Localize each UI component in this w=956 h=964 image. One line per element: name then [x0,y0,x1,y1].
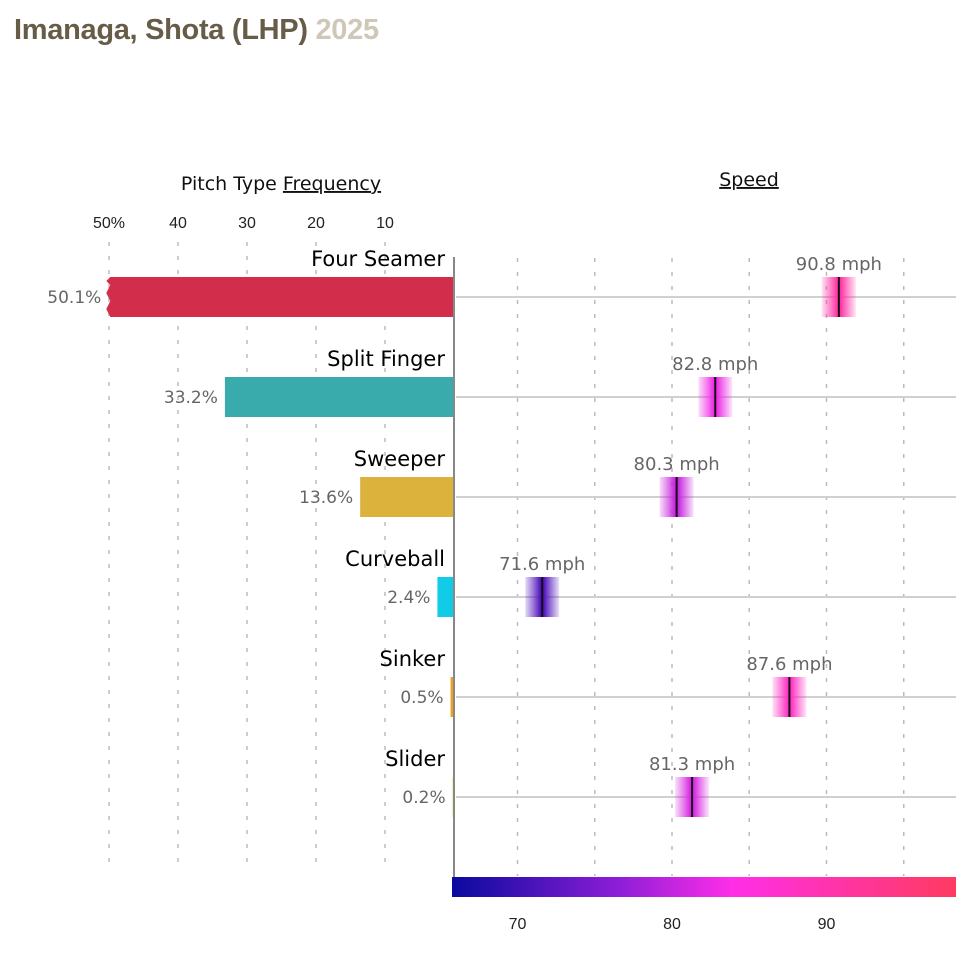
frequency-bar [450,677,454,717]
speed-header-link[interactable]: Speed [719,169,779,191]
pitch-type-label: Split Finger [327,347,445,371]
speed-tick-label: 70 [509,916,527,933]
frequency-tick-label: 50% [93,215,125,232]
speed-value-label: 81.3 mph [649,754,735,775]
speed-tick-label: 90 [818,916,836,933]
speed-value-label: 87.6 mph [746,654,832,675]
frequency-header: Pitch Type Frequency [181,173,381,195]
frequency-value-label: 50.1% [47,288,101,308]
pitch-type-label: Four Seamer [311,247,445,271]
frequency-bar [437,577,454,617]
frequency-bar [360,477,454,517]
pitch-row: Four Seamer 50.1% 90.8 mph [47,247,956,317]
frequency-value-label: 33.2% [164,388,218,408]
pitch-type-label: Sinker [380,647,446,671]
chart-title: Imanaga, Shota (LHP) 2025 [14,14,379,47]
speed-value-label: 80.3 mph [634,454,720,475]
speed-value-label: 90.8 mph [796,254,882,275]
frequency-value-label: 2.4% [387,588,430,608]
frequency-value-label: 13.6% [299,488,353,508]
frequency-value-label: 0.2% [402,788,445,808]
pitch-type-label: Curveball [345,547,445,571]
pitch-row: Split Finger 33.2% 82.8 mph [164,347,956,417]
frequency-bar [106,277,454,317]
speed-value-label: 71.6 mph [499,554,585,575]
frequency-tick-label: 20 [307,215,325,232]
pitch-row: Sinker 0.5% 87.6 mph [380,647,956,717]
frequency-bar [224,377,454,417]
frequency-tick-label: 40 [169,215,187,232]
pitch-type-label: Sweeper [354,447,446,471]
pitch-type-label: Slider [385,747,445,771]
speed-colorbar [452,877,956,897]
season-year: 2025 [315,14,379,46]
frequency-value-label: 0.5% [400,688,443,708]
frequency-tick-label: 10 [376,215,394,232]
frequency-link[interactable]: Frequency [283,173,381,195]
pitch-row: Slider 0.2% 81.3 mph [385,747,956,817]
pitch-row: Curveball 2.4% 71.6 mph [345,547,956,617]
speed-value-label: 82.8 mph [672,354,758,375]
speed-tick-label: 80 [663,916,681,933]
frequency-tick-label: 30 [238,215,256,232]
player-name: Imanaga, Shota (LHP) [14,14,308,46]
